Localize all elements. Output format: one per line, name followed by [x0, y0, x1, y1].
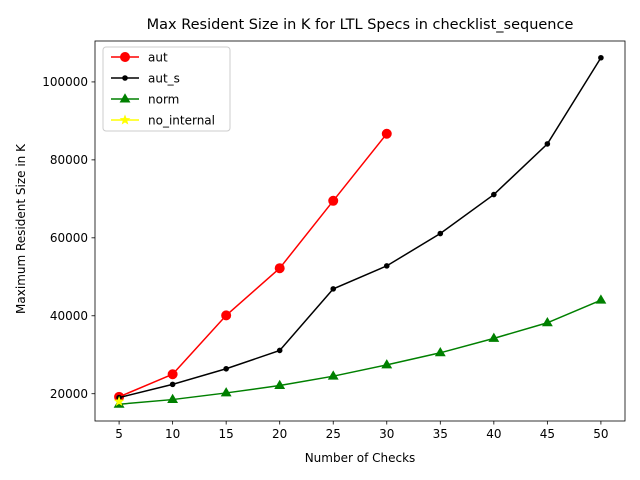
- x-tick-label: 35: [433, 427, 448, 441]
- data-point: [541, 316, 553, 327]
- legend-item: norm: [111, 92, 179, 106]
- series-aut-s: [116, 54, 604, 401]
- y-tick-label: 60000: [50, 231, 88, 245]
- series-no-internal: [113, 395, 125, 407]
- data-point: [328, 195, 339, 206]
- data-point: [327, 370, 339, 380]
- x-tick-label: 50: [593, 427, 608, 441]
- data-point: [113, 395, 125, 407]
- legend-label: aut_s: [148, 71, 180, 85]
- data-point: [595, 294, 607, 304]
- x-tick-label: 25: [326, 427, 341, 441]
- legend-box: [102, 46, 231, 132]
- legend-item: aut_s: [111, 71, 180, 85]
- x-tick-label: 10: [165, 427, 180, 441]
- data-point: [220, 387, 232, 397]
- data-point: [330, 286, 337, 292]
- y-tick-label: 40000: [50, 309, 88, 323]
- data-point: [381, 128, 392, 139]
- series-line: [118, 133, 388, 398]
- x-tick-label: 45: [540, 427, 555, 441]
- x-tick-label: 40: [486, 427, 501, 441]
- legend-marker: [119, 93, 131, 103]
- data-point: [274, 263, 285, 274]
- data-point: [223, 365, 229, 372]
- x-tick-label: 15: [219, 427, 234, 441]
- x-axis: 5 10 15 20 25 30 35 40 45 50: [115, 421, 609, 441]
- legend-item: no_internal: [111, 113, 215, 127]
- data-point: [381, 359, 393, 369]
- y-axis: 20000 40000 60000 80000 100000: [42, 75, 95, 401]
- data-point: [221, 310, 232, 321]
- legend-label: aut: [148, 50, 168, 64]
- data-point: [167, 393, 179, 404]
- series-norm: [113, 294, 607, 408]
- data-point: [383, 263, 390, 269]
- chart-title: Max Resident Size in K for LTL Specs in …: [147, 17, 574, 33]
- data-point: [276, 347, 283, 354]
- data-point: [598, 54, 604, 61]
- data-point: [491, 191, 497, 198]
- series-line: [118, 57, 602, 399]
- y-tick-label: 100000: [42, 75, 88, 89]
- plot-frame: [94, 40, 626, 422]
- data-point: [169, 381, 176, 388]
- x-axis-label: Number of Checks: [305, 451, 416, 465]
- series-aut: [114, 128, 392, 402]
- data-point: [167, 369, 178, 380]
- data-point: [274, 379, 286, 390]
- x-tick-label: 30: [379, 427, 394, 441]
- data-point: [544, 141, 551, 147]
- x-tick-label: 5: [115, 427, 123, 441]
- legend-label: no_internal: [148, 113, 215, 127]
- y-axis-label: Maximum Resident Size in K: [14, 143, 28, 314]
- legend-marker: [119, 114, 131, 125]
- y-tick-label: 80000: [50, 153, 88, 167]
- legend-label: norm: [148, 92, 179, 106]
- y-tick-label: 20000: [50, 387, 88, 401]
- plot-area: [94, 40, 626, 422]
- data-point: [437, 230, 444, 237]
- data-point: [488, 332, 500, 342]
- legend-marker: [120, 52, 130, 62]
- legend-marker: [122, 75, 128, 81]
- x-tick-label: 20: [272, 427, 287, 441]
- data-point: [434, 347, 446, 357]
- series-line: [119, 299, 602, 405]
- legend-item: aut: [111, 50, 168, 64]
